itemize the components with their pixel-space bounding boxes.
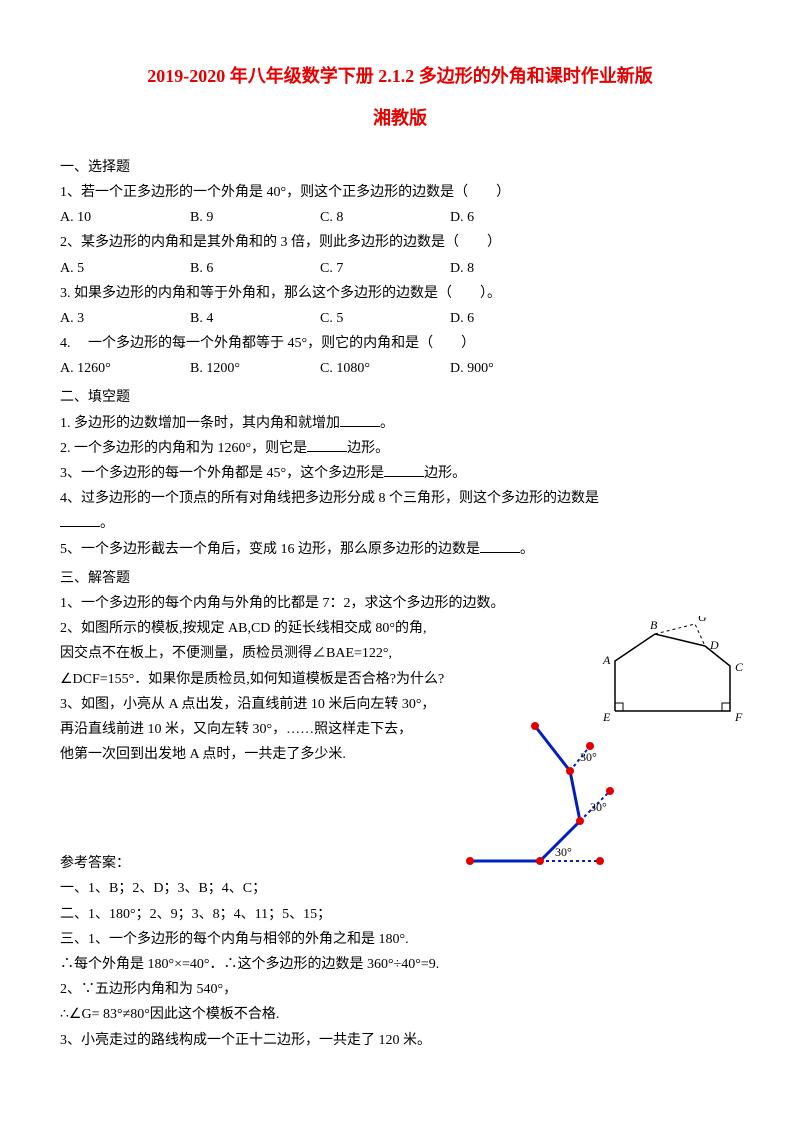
s2-q4-a: 4、过多边形的一个顶点的所有对角线把多边形分成 8 个三角形，则这个多边形的边数… [60,491,599,506]
s2-q2-a: 2. 一个多边形的内角和为 1260°，则它是 [60,441,307,456]
blank [480,538,520,553]
q4-opt-c: C. 1080° [320,356,450,381]
q2-opt-b: B. 6 [190,256,320,281]
svg-text:F: F [734,710,743,724]
q2-text: 2、某多边形的内角和是其外角和的 3 倍，则此多边形的边数是（ ） [60,230,740,255]
ans-l5: 2、∵五边形内角和为 540°， [60,977,740,1002]
s2-q1-b: 。 [380,416,394,431]
s2-q1: 1. 多边形的边数增加一条时，其内角和就增加 。 [60,411,740,436]
s2-q5-a: 5、一个多边形截去一个角后，变成 16 边形，那么原多边形的边数是 [60,542,480,557]
svg-text:30°: 30° [590,800,607,814]
q1-opt-a: A. 10 [60,205,190,230]
blank [340,412,380,427]
ans-l4: ∴每个外角是 180°×=40°．∴这个多边形的边数是 360°÷40°=9. [60,952,740,977]
q3-opt-c: C. 5 [320,306,450,331]
q2-opt-c: C. 7 [320,256,450,281]
q4-opt-a: A. 1260° [60,356,190,381]
q1-options: A. 10 B. 9 C. 8 D. 6 [60,205,740,230]
svg-text:B: B [650,618,658,632]
q3-opt-b: B. 4 [190,306,320,331]
page-title: 2019-2020 年八年级数学下册 2.1.2 多边形的外角和课时作业新版 [60,60,740,92]
svg-text:G: G [698,616,707,624]
q4-options: A. 1260° B. 1200° C. 1080° D. 900° [60,356,740,381]
svg-text:D: D [709,638,719,652]
figure-wrap: 2、如图所示的模板,按规定 AB,CD 的延长线相交成 80°的角, 因交点不在… [60,616,740,767]
blank [60,512,100,527]
q2-options: A. 5 B. 6 C. 7 D. 8 [60,256,740,281]
svg-text:30°: 30° [580,750,597,764]
ans-l3: 三、1、一个多边形的每个内角与相邻的外角之和是 180°. [60,927,740,952]
s2-q3: 3、一个多边形的每一个外角都是 45°，这个多边形是 边形。 [60,461,740,486]
ans-l1: 一、1、B；2、D；3、B；4、C； [60,876,740,901]
q1-text: 1、若一个正多边形的一个外角是 40°，则这个正多边形的边数是（ ） [60,180,740,205]
q4-text: 4. 一个多边形的每一个外角都等于 45°，则它的内角和是（ ） [60,331,740,356]
s2-q4-tail: 。 [60,511,740,536]
s2-q3-a: 3、一个多边形的每一个外角都是 45°，这个多边形是 [60,466,384,481]
section-3-head: 三、解答题 [60,566,740,591]
q4-opt-b: B. 1200° [190,356,320,381]
q1-opt-b: B. 9 [190,205,320,230]
q2-opt-a: A. 5 [60,256,190,281]
q3-text: 3. 如果多边形的内角和等于外角和，那么这个多边形的边数是（ ）。 [60,281,740,306]
svg-text:C: C [735,660,744,674]
s2-q3-b: 边形。 [424,466,466,481]
svg-text:A: A [602,653,611,667]
blank [307,437,347,452]
path-figure: 30° 30° 30° [460,711,640,871]
q4-opt-d: D. 900° [450,356,580,381]
svg-text:30°: 30° [555,845,572,859]
ans-l7: 3、小亮走过的路线构成一个正十二边形，一共走了 120 米。 [60,1028,740,1053]
s2-q5-b: 。 [520,542,534,557]
s2-q4: 4、过多边形的一个顶点的所有对角线把多边形分成 8 个三角形，则这个多边形的边数… [60,486,740,511]
s2-q1-a: 1. 多边形的边数增加一条时，其内角和就增加 [60,416,340,431]
s2-q5: 5、一个多边形截去一个角后，变成 16 边形，那么原多边形的边数是 。 [60,537,740,562]
s2-q2: 2. 一个多边形的内角和为 1260°，则它是 边形。 [60,436,740,461]
q2-opt-d: D. 8 [450,256,580,281]
ans-l2: 二、1、180°；2、9；3、8；4、11；5、15； [60,902,740,927]
q3-opt-a: A. 3 [60,306,190,331]
s2-q4-b: 。 [100,516,114,531]
section-2-head: 二、填空题 [60,385,740,410]
s2-q2-b: 边形。 [347,441,389,456]
blank [384,462,424,477]
template-figure: ABCDEFG [600,616,750,726]
ans-l6: ∴∠G= 83°≠80°因此这个模板不合格. [60,1002,740,1027]
q3-options: A. 3 B. 4 C. 5 D. 6 [60,306,740,331]
page-subtitle: 湘教版 [60,102,740,134]
q1-opt-d: D. 6 [450,205,580,230]
q3-opt-d: D. 6 [450,306,580,331]
q1-opt-c: C. 8 [320,205,450,230]
s3-q1: 1、一个多边形的每个内角与外角的比都是 7：2，求这个多边形的边数。 [60,591,740,616]
section-1-head: 一、选择题 [60,155,740,180]
